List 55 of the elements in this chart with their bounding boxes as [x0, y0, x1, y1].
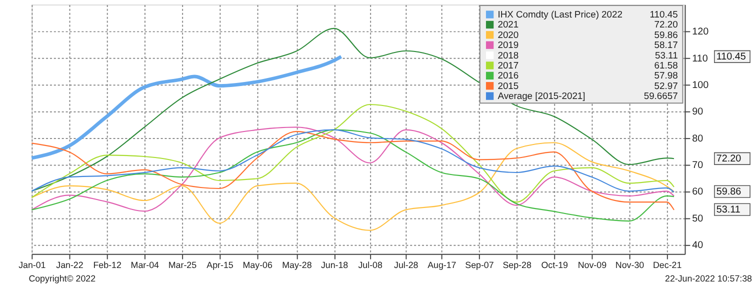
x-tick-label: Sep-07 — [465, 260, 494, 270]
x-tick-label: Jul-08 — [358, 260, 382, 270]
annotation: 110.45 — [650, 8, 678, 20]
line-series — [31, 104, 675, 203]
annotation: 58.17 — [654, 39, 678, 50]
y-tick-label: 80 — [692, 133, 704, 144]
y-tick-label: 90 — [692, 106, 704, 118]
x-tick-label: Jan-22 — [56, 260, 84, 270]
x-tick-label: May-28 — [282, 260, 312, 270]
y-tick-label: 60 — [692, 186, 704, 198]
annotation: 53.11 — [654, 49, 678, 60]
text: 22-Jun-2022 10:57:38 — [665, 274, 752, 284]
x-tick-label: Sep-28 — [502, 260, 532, 270]
x-tick-label: Mar-25 — [168, 260, 197, 270]
line-series — [31, 129, 675, 193]
x-tick-label: Apr-15 — [206, 260, 234, 270]
y-tick-label: 50 — [692, 213, 704, 224]
x-tick-label: Jul-28 — [394, 260, 418, 270]
x-tick-label: May-06 — [242, 260, 272, 270]
legend-label: 2016 — [498, 70, 519, 81]
annotation: 72.20 — [654, 18, 678, 30]
x-tick-label: Aug-17 — [428, 260, 456, 270]
y-tick-label: 100 — [692, 80, 710, 91]
legend-label: 2020 — [498, 28, 519, 40]
x-tick-label: Oct-19 — [541, 260, 568, 270]
x-tick-label: Dec-21 — [653, 260, 682, 270]
y-tick-label: 120 — [692, 26, 710, 38]
legend-label: 2015 — [498, 80, 519, 91]
legend-label: 2018 — [498, 49, 519, 60]
text: 59.86 — [716, 186, 742, 198]
y-tick-label: 110 — [692, 53, 708, 64]
text: 72.20 — [716, 154, 742, 165]
y-tick-label: 40 — [692, 240, 704, 251]
text: 53.11 — [716, 204, 741, 216]
line-series — [30, 54, 343, 160]
text: 110.45 — [716, 52, 746, 63]
legend-label: 2019 — [498, 39, 519, 50]
annotation: 59.86 — [654, 28, 678, 40]
annotation: 61.58 — [654, 59, 678, 70]
annotation: 52.97 — [654, 80, 678, 91]
line-series — [31, 142, 675, 231]
x-tick-label: Jan-01 — [18, 260, 46, 270]
annotation: 59.6657 — [644, 90, 678, 102]
x-tick-label: Jun-18 — [320, 260, 348, 270]
legend-label: 2017 — [498, 59, 519, 70]
text: Copyright© 2022 — [28, 274, 96, 284]
legend-label: Average [2015-2021] — [498, 90, 586, 102]
annotation: 57.98 — [654, 70, 678, 81]
x-tick-label: Nov-30 — [615, 260, 644, 270]
legend-label: 2021 — [498, 18, 519, 30]
x-tick-label: Nov-09 — [578, 260, 607, 270]
y-tick-label: 70 — [692, 160, 704, 171]
x-tick-label: Mar-04 — [130, 260, 160, 270]
x-tick-label: Feb-12 — [93, 260, 122, 270]
legend-label: IHX Comdty (Last Price) 2022 — [498, 8, 622, 20]
